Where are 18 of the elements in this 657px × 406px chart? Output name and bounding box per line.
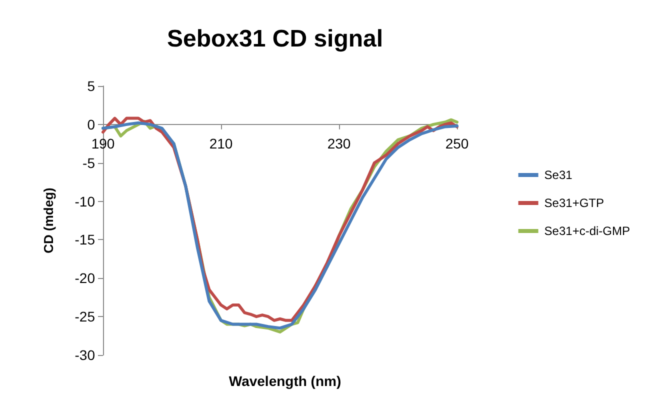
y-tick-label: 5 [87, 78, 96, 94]
x-tick-label: 190 [91, 135, 115, 152]
x-axis-title: Wavelength (nm) [228, 373, 342, 389]
legend-label: Se31+GTP [544, 196, 604, 210]
y-tick-label: -20 [74, 270, 96, 286]
y-tick-label: -15 [74, 232, 96, 248]
x-tick-label: 210 [209, 135, 233, 152]
legend-label: Se31 [544, 168, 573, 182]
y-tick-label: -10 [74, 193, 96, 210]
y-axis-title: CD (mdeg) [41, 188, 56, 254]
y-tick-label: -5 [82, 154, 96, 171]
y-tick-label: -30 [74, 347, 96, 363]
y-tick-label: 0 [87, 116, 96, 132]
x-tick-label: 230 [327, 135, 351, 152]
x-tick-label: 250 [445, 135, 469, 152]
chart-title: Sebox31 CD signal [166, 26, 384, 52]
y-tick-label: -25 [74, 308, 96, 325]
legend-label: Se31+c-di-GMP [544, 224, 630, 238]
